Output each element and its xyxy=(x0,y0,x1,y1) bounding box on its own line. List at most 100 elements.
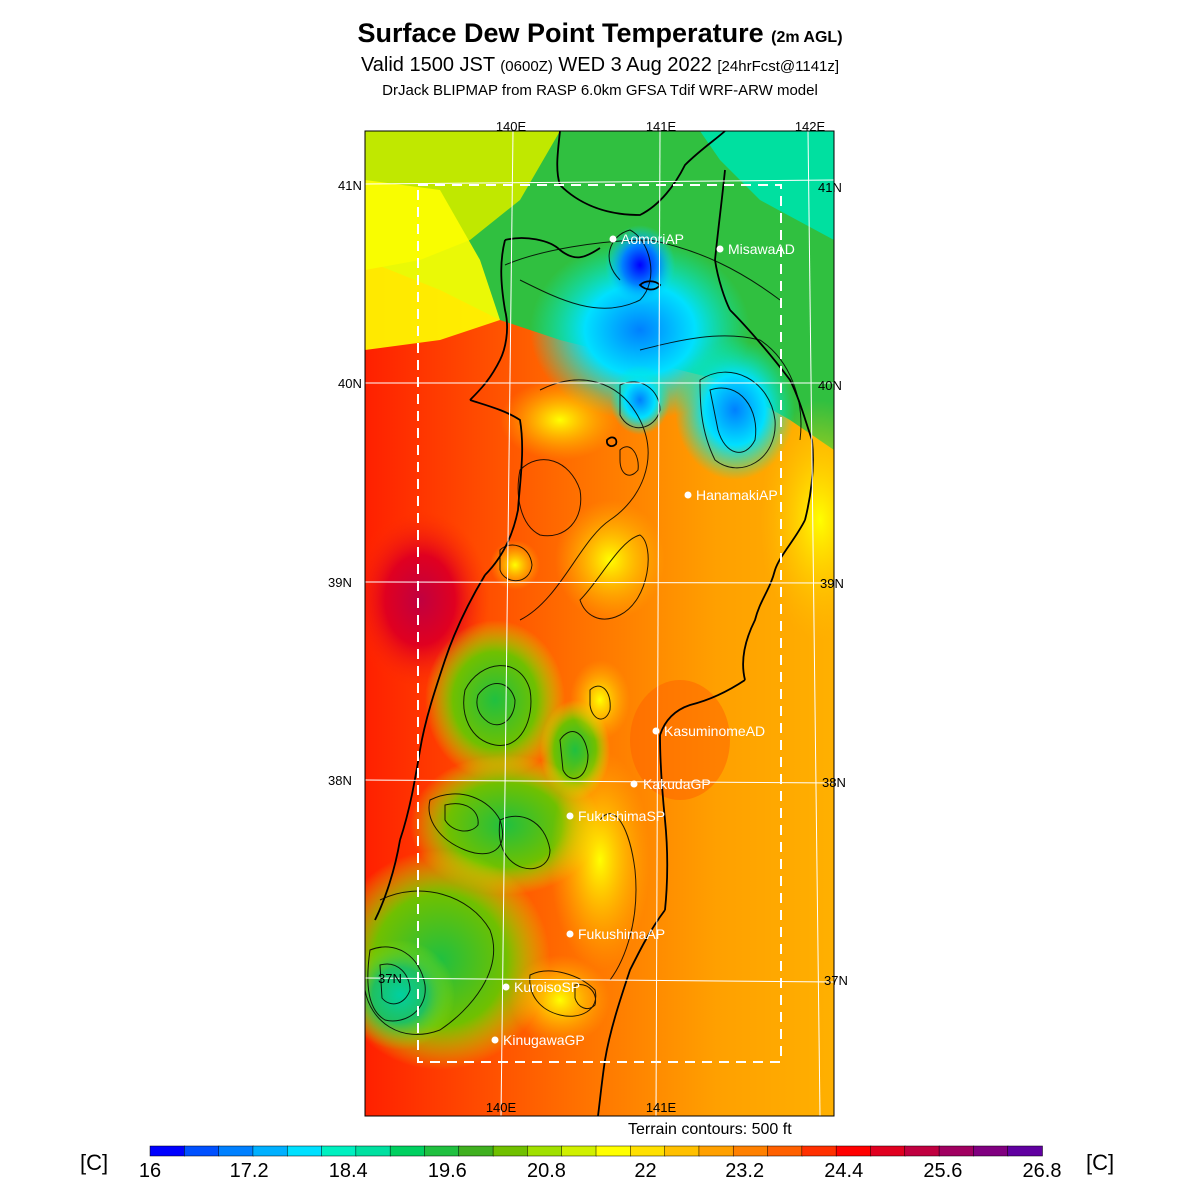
colorbar-swatch xyxy=(527,1145,563,1157)
station-dot xyxy=(684,491,692,499)
colorbar-swatch xyxy=(458,1145,494,1157)
colorbar-unit-left: [C] xyxy=(80,1150,109,1175)
colorbar-swatch xyxy=(218,1145,254,1157)
colorbar-swatch xyxy=(149,1145,186,1157)
station-dot xyxy=(652,727,660,735)
station-kinugawagp: KinugawaGP xyxy=(491,1032,585,1048)
colorbar-swatch xyxy=(904,1145,940,1157)
longitude-labels-top: 140E 141E 142E xyxy=(496,119,826,134)
colorbar-swatch xyxy=(492,1145,529,1157)
lat-label-41n: 41N xyxy=(338,178,362,193)
station-dot xyxy=(630,780,638,788)
colorbar-swatch xyxy=(595,1145,632,1157)
station-kakudagp: KakudaGP xyxy=(630,776,711,792)
colorbar-swatch xyxy=(767,1145,803,1157)
lat-label-40n: 40N xyxy=(338,376,362,391)
title-suffix: (2m AGL) xyxy=(771,29,843,46)
colorbar-tick-label: 17.2 xyxy=(229,1160,269,1182)
colorbar-swatch xyxy=(561,1145,597,1157)
colorbar-swatch xyxy=(184,1145,220,1157)
colorbar-swatch xyxy=(835,1145,872,1157)
colorbar-swatch xyxy=(630,1145,666,1157)
latitude-labels-left: 41N 40N 39N 38N 37N xyxy=(328,178,402,986)
lat-label-38n-right: 38N xyxy=(822,775,846,790)
colorbar-swatch xyxy=(938,1145,975,1157)
lat-label-37n-right: 37N xyxy=(824,973,848,988)
colorbar-swatch xyxy=(1007,1145,1043,1157)
colorbar-tick-label: 23.2 xyxy=(725,1160,765,1182)
model-line: DrJack BLIPMAP from RASP 6.0km GFSA Tdif… xyxy=(382,82,818,99)
colorbar-swatch xyxy=(389,1145,426,1157)
station-dot xyxy=(716,245,724,253)
lon-label-140e: 140E xyxy=(496,119,527,134)
colorbar-swatch xyxy=(252,1145,288,1157)
station-label: FukushimaSP xyxy=(578,808,665,824)
colorbar-swatch xyxy=(286,1145,323,1157)
station-label: FukushimaAP xyxy=(578,926,665,942)
station-dot xyxy=(502,983,510,991)
colorbar-tick-label: 18.4 xyxy=(328,1160,368,1182)
colorbar-tick-label: 22 xyxy=(634,1160,657,1182)
valid-prefix: Valid 1500 JST xyxy=(360,54,495,76)
title-main: Surface Dew Point Temperature xyxy=(357,18,764,48)
station-label: KakudaGP xyxy=(643,776,711,792)
lon-label-142e: 142E xyxy=(795,119,826,134)
lat-label-41n-right: 41N xyxy=(818,180,842,195)
station-label: HanamakiAP xyxy=(696,487,778,503)
colorbar-tick-label: 24.4 xyxy=(824,1160,864,1182)
station-label: KuroisoSP xyxy=(514,979,580,995)
forecast-domain-box xyxy=(417,184,782,1063)
station-misawaad: MisawaAD xyxy=(716,241,795,257)
colorbar-swatch xyxy=(664,1145,700,1157)
colorbar-swatch xyxy=(321,1145,357,1157)
station-kuroisosp: KuroisoSP xyxy=(502,979,580,995)
lat-label-39n: 39N xyxy=(328,575,352,590)
dew-point-field xyxy=(365,131,834,1116)
station-dot xyxy=(566,812,574,820)
station-label: KasuminomeAD xyxy=(664,723,765,739)
station-dot xyxy=(609,235,617,243)
colorbar-tick-label: 16 xyxy=(138,1160,162,1182)
lat-lon-grid xyxy=(364,130,835,1117)
colorbar-swatch xyxy=(732,1145,769,1157)
lat-label-40n-right: 40N xyxy=(818,378,842,393)
station-kasuminomead: KasuminomeAD xyxy=(652,723,765,739)
colorbar-swatch xyxy=(424,1145,460,1157)
terrain-contours-note: Terrain contours: 500 ft xyxy=(628,1121,792,1138)
colorbar-unit-right: [C] xyxy=(1086,1150,1115,1175)
station-dot xyxy=(491,1036,499,1044)
lon-label-141e: 141E xyxy=(646,119,677,134)
colorbar-tick-label: 26.8 xyxy=(1022,1160,1062,1182)
lon-label-140e-bottom: 140E xyxy=(486,1100,517,1115)
colorbar-swatch xyxy=(355,1145,391,1157)
colorbar-swatch xyxy=(973,1145,1009,1157)
station-fukushimaap: FukushimaAP xyxy=(566,926,665,942)
colorbar-swatch xyxy=(698,1145,734,1157)
valid-zulu: (0600Z) xyxy=(500,58,553,75)
station-label: KinugawaGP xyxy=(503,1032,585,1048)
colorbar xyxy=(149,1145,1043,1157)
lat-label-38n: 38N xyxy=(328,773,352,788)
coastline xyxy=(374,130,814,1117)
station-markers: AomoriAP MisawaAD HanamakiAP KasuminomeA… xyxy=(491,231,795,1048)
valid-date: WED 3 Aug 2022 xyxy=(558,54,712,76)
colorbar-swatch xyxy=(801,1145,837,1157)
colorbar-swatch xyxy=(870,1145,906,1157)
station-dot xyxy=(566,930,574,938)
map-title: Surface Dew Point Temperature (2m AGL) xyxy=(0,18,1200,49)
lat-label-39n-right: 39N xyxy=(820,576,844,591)
forecast-info: [24hrFcst@1141z] xyxy=(717,58,840,75)
latitude-labels-right: 41N 40N 39N 38N 37N xyxy=(818,180,848,988)
station-fukushimasp: FukushimaSP xyxy=(566,808,665,824)
colorbar-tick-label: 25.6 xyxy=(923,1160,963,1182)
colorbar-tick-label: 19.6 xyxy=(427,1160,467,1182)
station-label: MisawaAD xyxy=(728,241,795,257)
station-hanamakiap: HanamakiAP xyxy=(684,487,778,503)
lat-label-37n: 37N xyxy=(378,971,402,986)
lon-label-141e-bottom: 141E xyxy=(646,1100,677,1115)
station-aomoriap: AomoriAP xyxy=(609,231,684,247)
longitude-labels-bottom: 140E 141E xyxy=(486,1100,677,1115)
valid-time-line: Valid 1500 JST (0600Z) WED 3 Aug 2022 [2… xyxy=(0,54,1200,77)
station-label: AomoriAP xyxy=(621,231,684,247)
